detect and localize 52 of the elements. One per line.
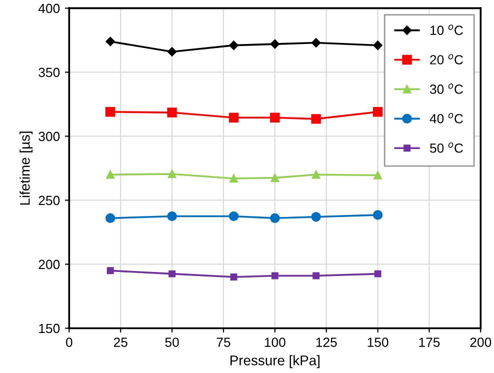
y-axis-title: Lifetime [µs] bbox=[20, 132, 33, 205]
point bbox=[105, 107, 116, 117]
x-tick-label: 200 bbox=[470, 338, 492, 347]
legend-label: 30 $^{o}$C bbox=[430, 84, 463, 94]
legend-label: 50 $^{o}$C bbox=[430, 142, 463, 153]
point bbox=[106, 170, 114, 179]
point bbox=[106, 36, 115, 46]
point bbox=[373, 40, 382, 50]
point bbox=[167, 211, 177, 222]
point bbox=[167, 108, 177, 118]
x-tick-label: 75 bbox=[216, 338, 230, 347]
point bbox=[374, 171, 382, 180]
point bbox=[230, 174, 238, 183]
point bbox=[311, 114, 321, 124]
legend-label: 40 $^{o}$C bbox=[430, 112, 463, 124]
point bbox=[230, 274, 238, 281]
x-tick-label: 0 bbox=[66, 338, 72, 347]
x-tick-label: 175 bbox=[419, 338, 440, 347]
y-tick-label: 300 bbox=[38, 132, 60, 142]
point bbox=[374, 270, 382, 278]
point bbox=[228, 211, 239, 222]
point bbox=[270, 112, 280, 123]
point bbox=[372, 107, 383, 117]
y-tick-label: 350 bbox=[38, 68, 60, 78]
point bbox=[312, 272, 320, 280]
point bbox=[106, 267, 114, 274]
point bbox=[167, 47, 177, 56]
x-axis-title: Pressure [kPa] bbox=[230, 355, 320, 368]
point bbox=[229, 40, 238, 50]
legend-label: 10 $^{o}$C bbox=[430, 24, 463, 35]
y-tick-label: 400 bbox=[38, 4, 60, 14]
point bbox=[270, 213, 280, 224]
point bbox=[311, 38, 321, 48]
point bbox=[105, 213, 116, 224]
point bbox=[270, 39, 280, 49]
y-tick-label: 250 bbox=[38, 196, 60, 206]
y-tick-label: 200 bbox=[38, 260, 60, 270]
point bbox=[372, 210, 383, 220]
x-tick-label: 125 bbox=[316, 338, 337, 347]
legend-label: 20 $^{o}$C bbox=[430, 54, 463, 64]
point bbox=[168, 170, 176, 178]
point bbox=[168, 270, 176, 278]
y-tick-label: 150 bbox=[39, 324, 60, 334]
point bbox=[311, 212, 321, 222]
point bbox=[271, 272, 278, 280]
x-tick-label: 150 bbox=[368, 338, 388, 347]
point bbox=[312, 170, 320, 179]
point bbox=[270, 174, 280, 182]
x-tick-label: 50 bbox=[165, 338, 179, 347]
point bbox=[228, 112, 239, 123]
x-tick-label: 100 bbox=[264, 338, 286, 347]
x-tick-label: 25 bbox=[114, 338, 128, 347]
